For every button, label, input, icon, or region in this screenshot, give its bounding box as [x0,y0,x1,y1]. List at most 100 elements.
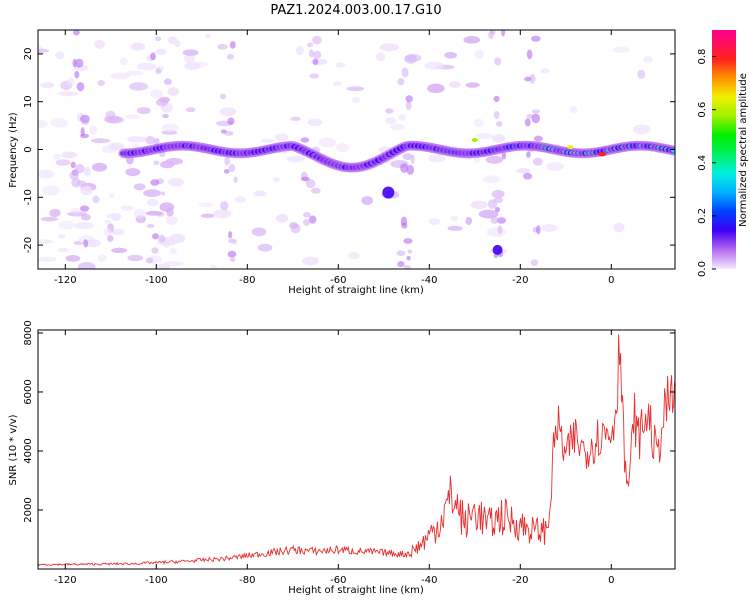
heatmap-cell [107,235,114,242]
heatmap-cell [220,129,227,134]
heatmap-cell [76,82,85,92]
heatmap-cell [397,261,405,268]
x-tick-label: -40 [421,575,437,586]
heatmap-cell [406,164,415,175]
y-tick-label: 10 [23,95,34,108]
heatmap-cell [70,207,82,214]
heatmap-cell [94,39,106,49]
heatmap-cell [38,256,57,262]
heatmap-cell [253,190,267,197]
x-tick-label: -20 [512,575,528,586]
heatmap-cell [485,155,504,164]
colorbar-tick-label: 0.6 [697,102,708,118]
heatmap-cell [470,200,488,210]
y-tick-label: 2000 [23,497,34,522]
x-tick-label: -120 [54,275,77,286]
x-tick-label: -80 [239,275,255,286]
heatmap-cell [40,82,55,89]
heatmap-cell [219,107,237,117]
heatmap-cell [73,30,80,36]
heatmap-cell [382,186,395,199]
heatmap-y-label: Frequency (Hz) [8,112,19,188]
heatmap-cell [492,244,503,255]
heatmap-cell [257,243,273,252]
heatmap-cell [531,35,541,42]
heatmap-cell [336,143,350,153]
heatmap-cell [97,80,105,86]
heatmap-cell [516,167,531,174]
heatmap-cell [213,209,232,219]
heatmap-cell [346,86,365,92]
heatmap-cell [487,199,498,209]
heatmap-cell [307,42,314,48]
heatmap-cell [385,108,394,114]
heatmap-cell [224,156,231,166]
heatmap-cell [76,180,87,187]
heatmap-cell [309,73,320,79]
heatmap-cell [150,52,156,61]
heatmap-cell [40,216,59,222]
heatmap-cell [57,247,70,253]
colorbar: 0.0 0.2 0.4 0.6 0.8 Normalized spectral ampl… [697,30,749,277]
x-tick-label: -120 [54,575,77,586]
heatmap-cell [145,257,154,264]
heatmap-cell [526,49,533,60]
colorbar-ticks: 0.0 0.2 0.4 0.6 0.8 [697,49,716,277]
heatmap-cell [136,107,151,115]
y-tick-label: 0 [23,146,34,152]
heatmap-cell [124,114,141,119]
heatmap-cell [405,101,412,111]
heatmap-cell [75,58,84,68]
heatmap-cell [38,169,55,179]
heatmap-cell [483,175,501,184]
heatmap-cell [229,41,236,49]
heatmap-cell [143,189,161,197]
heatmap-cell [524,118,531,127]
colorbar-tick-label: 0.8 [697,49,708,65]
heatmap-cell [155,68,162,75]
heatmap-cell [643,55,654,63]
x-tick-label: 0 [608,275,614,286]
heatmap-cell [125,70,144,76]
y-tick-label: 20 [23,48,34,61]
heatmap-cell [80,114,90,123]
heatmap-cell [57,234,66,239]
heatmap-cell [167,87,179,96]
x-tick-label: -60 [330,575,346,586]
heatmap-cell [403,238,413,244]
heatmap-cell [145,135,156,145]
heatmap-cell [103,227,112,237]
heatmap-cell [390,123,405,131]
heatmap-cell [632,124,651,135]
heatmap-cell [492,134,506,143]
heatmap-cell [127,136,147,143]
heatmap-cell [165,157,184,165]
heatmap-cell [486,227,507,237]
heatmap-cell [55,159,71,166]
heatmap-x-label: Height of straight line (km) [288,285,424,296]
heatmap-cell [495,121,503,127]
heatmap-cell [403,265,412,269]
colorbar-tick-label: 0.0 [697,261,708,277]
y-tick-label: 6000 [23,379,34,404]
heatmap-cell [406,255,411,261]
heatmap-cell [567,145,574,150]
heatmap-cell [526,151,531,158]
heatmap-cell [463,36,481,44]
heatmap-cell [531,109,541,114]
heatmap-cell [303,218,311,226]
heatmap-cell [335,62,346,68]
heatmap-cell [444,51,458,59]
heatmap-cell [427,83,445,94]
heatmap-cell [66,77,75,87]
heatmap-cell [300,176,310,182]
heatmap-cell [38,239,53,244]
figure-title: PAZ1.2024.003.00.17.G10 [270,3,441,18]
heatmap-cell [163,78,172,85]
x-tick-label: -80 [239,575,255,586]
heatmap-cell [182,49,199,56]
heatmap-cell [58,91,79,97]
heatmap-cell [379,43,400,52]
y-tick-label: -20 [23,237,34,253]
